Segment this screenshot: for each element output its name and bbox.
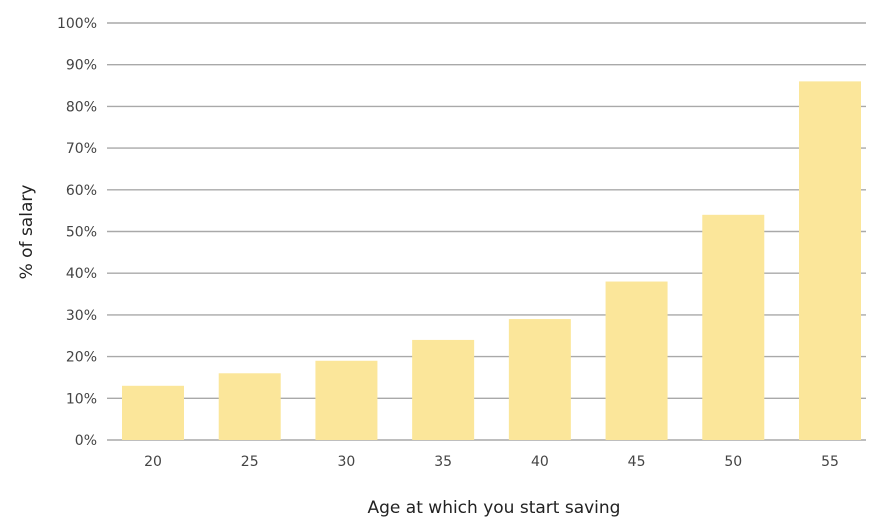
- x-tick-label: 35: [434, 454, 452, 470]
- x-axis-label: Age at which you start saving: [368, 498, 621, 518]
- y-tick-label: 90%: [66, 58, 97, 74]
- bar-age-25: [218, 373, 281, 440]
- x-tick-label: 50: [724, 454, 742, 470]
- x-axis-ticks: 20 25 30 35 40 45 50 55: [144, 454, 839, 470]
- y-axis-label: % of salary: [17, 185, 37, 280]
- bar-age-20: [122, 385, 184, 440]
- bars: [122, 81, 861, 440]
- bar-age-55: [799, 81, 861, 440]
- x-tick-label: 45: [628, 454, 646, 470]
- y-tick-label: 50%: [66, 225, 97, 241]
- y-tick-label: 60%: [66, 183, 97, 199]
- bar-age-45: [605, 281, 668, 440]
- y-tick-label: 40%: [66, 266, 97, 282]
- bar-age-35: [412, 339, 475, 440]
- y-tick-label: 10%: [66, 391, 97, 407]
- bar-age-50: [702, 214, 765, 440]
- x-tick-label: 40: [531, 454, 549, 470]
- bar-age-40: [508, 319, 571, 440]
- x-tick-label: 30: [338, 454, 356, 470]
- x-tick-label: 20: [144, 454, 162, 470]
- y-tick-label: 30%: [66, 308, 97, 324]
- x-tick-label: 25: [241, 454, 259, 470]
- y-tick-label: 70%: [66, 141, 97, 157]
- y-tick-label: 100%: [57, 16, 97, 32]
- y-axis-ticks: 0% 10% 20% 30% 40% 50% 60% 70% 80% 90% 100%: [57, 16, 97, 449]
- x-tick-label: 55: [821, 454, 839, 470]
- bar-age-30: [315, 360, 378, 440]
- y-tick-label: 80%: [66, 99, 97, 115]
- y-tick-label: 20%: [66, 350, 97, 366]
- y-tick-label: 0%: [75, 433, 97, 449]
